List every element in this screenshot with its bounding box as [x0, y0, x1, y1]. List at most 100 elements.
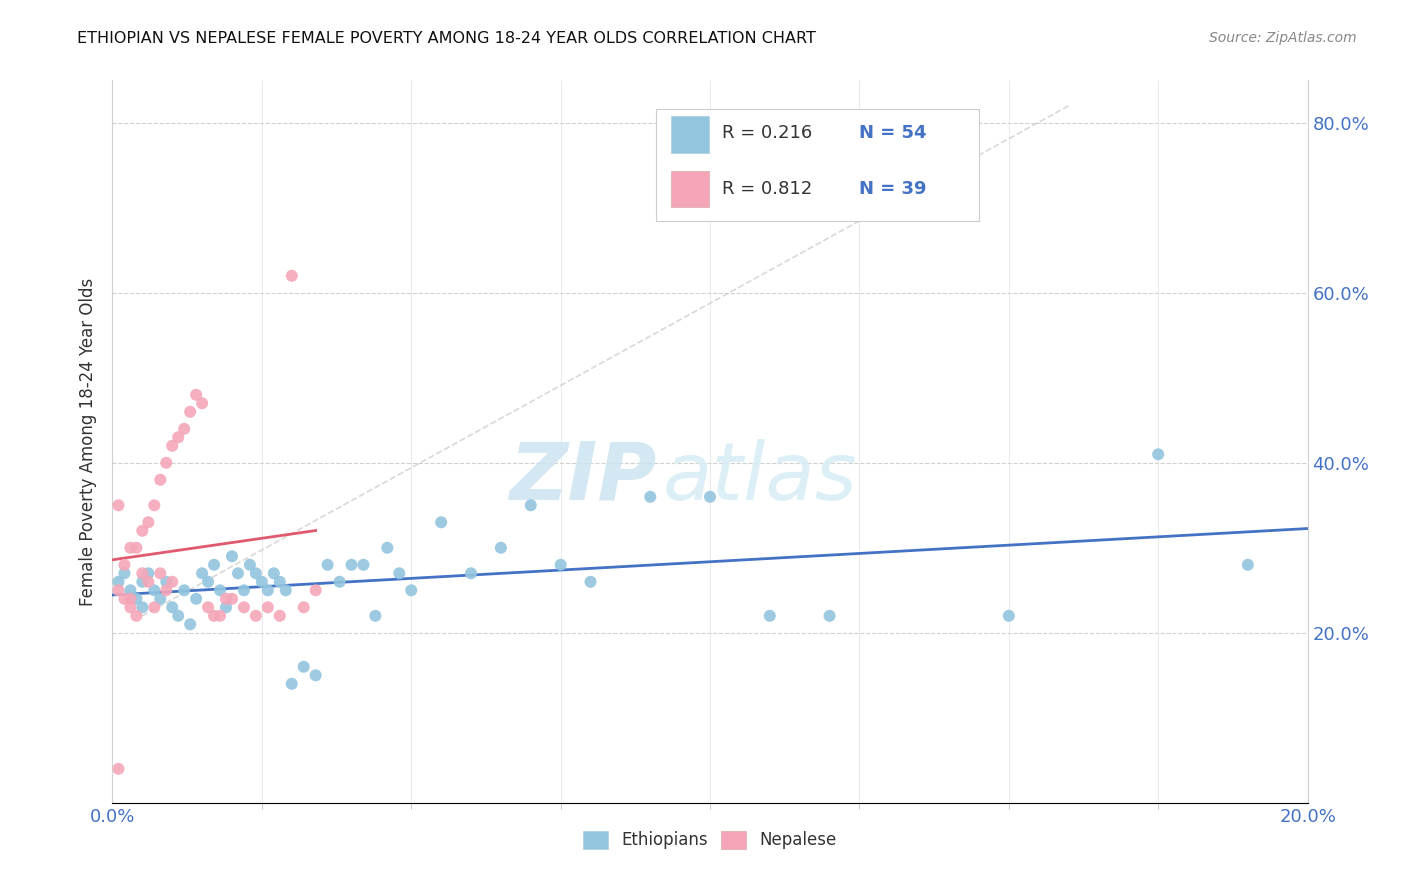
- Point: [257, 600, 280, 615]
- Point: [107, 762, 129, 776]
- Point: [120, 583, 142, 598]
- Point: [149, 473, 172, 487]
- Point: [179, 617, 201, 632]
- Point: [149, 591, 172, 606]
- Point: [179, 405, 201, 419]
- Point: [221, 549, 243, 564]
- Point: [197, 600, 219, 615]
- Point: [377, 541, 399, 555]
- Text: ZIP: ZIP: [509, 439, 657, 516]
- Point: [149, 566, 172, 581]
- Point: [233, 600, 256, 615]
- Point: [640, 490, 662, 504]
- Point: [292, 660, 315, 674]
- Point: [191, 566, 214, 581]
- Text: N = 54: N = 54: [859, 124, 927, 142]
- Point: [226, 566, 249, 581]
- Point: [281, 268, 304, 283]
- Point: [239, 558, 262, 572]
- Point: [162, 600, 183, 615]
- Text: N = 39: N = 39: [859, 179, 927, 198]
- Point: [202, 608, 225, 623]
- Point: [114, 591, 135, 606]
- Point: [162, 439, 183, 453]
- Point: [197, 574, 219, 589]
- Point: [281, 677, 304, 691]
- Point: [143, 600, 166, 615]
- Point: [131, 600, 153, 615]
- Point: [209, 608, 232, 623]
- Point: [388, 566, 411, 581]
- Point: [353, 558, 375, 572]
- Point: [143, 583, 166, 598]
- Point: [138, 566, 160, 581]
- Point: [191, 396, 214, 410]
- Point: [138, 574, 160, 589]
- Point: [173, 422, 195, 436]
- Point: [131, 566, 153, 581]
- Point: [292, 600, 315, 615]
- Point: [550, 558, 572, 572]
- Point: [186, 591, 208, 606]
- Point: [155, 456, 177, 470]
- Point: [340, 558, 363, 572]
- Point: [579, 574, 602, 589]
- Text: R = 0.812: R = 0.812: [723, 179, 813, 198]
- Point: [107, 574, 129, 589]
- Point: [250, 574, 273, 589]
- Point: [316, 558, 339, 572]
- Point: [699, 490, 721, 504]
- Point: [245, 566, 267, 581]
- Point: [167, 430, 190, 444]
- Point: [221, 591, 243, 606]
- Point: [1147, 447, 1170, 461]
- Point: [114, 558, 135, 572]
- Point: [138, 516, 160, 530]
- Point: [520, 498, 543, 512]
- Point: [120, 600, 142, 615]
- Point: [186, 388, 208, 402]
- Point: [120, 591, 142, 606]
- Point: [209, 583, 232, 598]
- Point: [131, 574, 153, 589]
- Point: [364, 608, 387, 623]
- Legend: Ethiopians, Nepalese: Ethiopians, Nepalese: [576, 824, 844, 856]
- Point: [143, 498, 166, 512]
- Point: [125, 541, 148, 555]
- Point: [120, 541, 142, 555]
- FancyBboxPatch shape: [657, 109, 979, 221]
- Point: [401, 583, 423, 598]
- Text: Source: ZipAtlas.com: Source: ZipAtlas.com: [1209, 31, 1357, 45]
- Bar: [671, 170, 709, 207]
- Y-axis label: Female Poverty Among 18-24 Year Olds: Female Poverty Among 18-24 Year Olds: [79, 277, 97, 606]
- Point: [263, 566, 285, 581]
- Text: atlas: atlas: [662, 439, 858, 516]
- Point: [269, 574, 291, 589]
- Point: [460, 566, 482, 581]
- Point: [155, 574, 177, 589]
- Point: [215, 591, 238, 606]
- Point: [305, 583, 328, 598]
- Point: [162, 574, 183, 589]
- Point: [257, 583, 280, 598]
- Point: [274, 583, 297, 598]
- Point: [167, 608, 190, 623]
- Point: [233, 583, 256, 598]
- Point: [818, 608, 841, 623]
- Text: ETHIOPIAN VS NEPALESE FEMALE POVERTY AMONG 18-24 YEAR OLDS CORRELATION CHART: ETHIOPIAN VS NEPALESE FEMALE POVERTY AMO…: [77, 31, 817, 46]
- Point: [125, 591, 148, 606]
- Point: [269, 608, 291, 623]
- Bar: [671, 116, 709, 153]
- Point: [329, 574, 352, 589]
- Text: R = 0.216: R = 0.216: [723, 124, 813, 142]
- Point: [173, 583, 195, 598]
- Point: [430, 516, 453, 530]
- Point: [125, 608, 148, 623]
- Point: [202, 558, 225, 572]
- Point: [107, 583, 129, 598]
- Point: [489, 541, 512, 555]
- Point: [215, 600, 238, 615]
- Point: [114, 566, 135, 581]
- Point: [131, 524, 153, 538]
- Point: [155, 583, 177, 598]
